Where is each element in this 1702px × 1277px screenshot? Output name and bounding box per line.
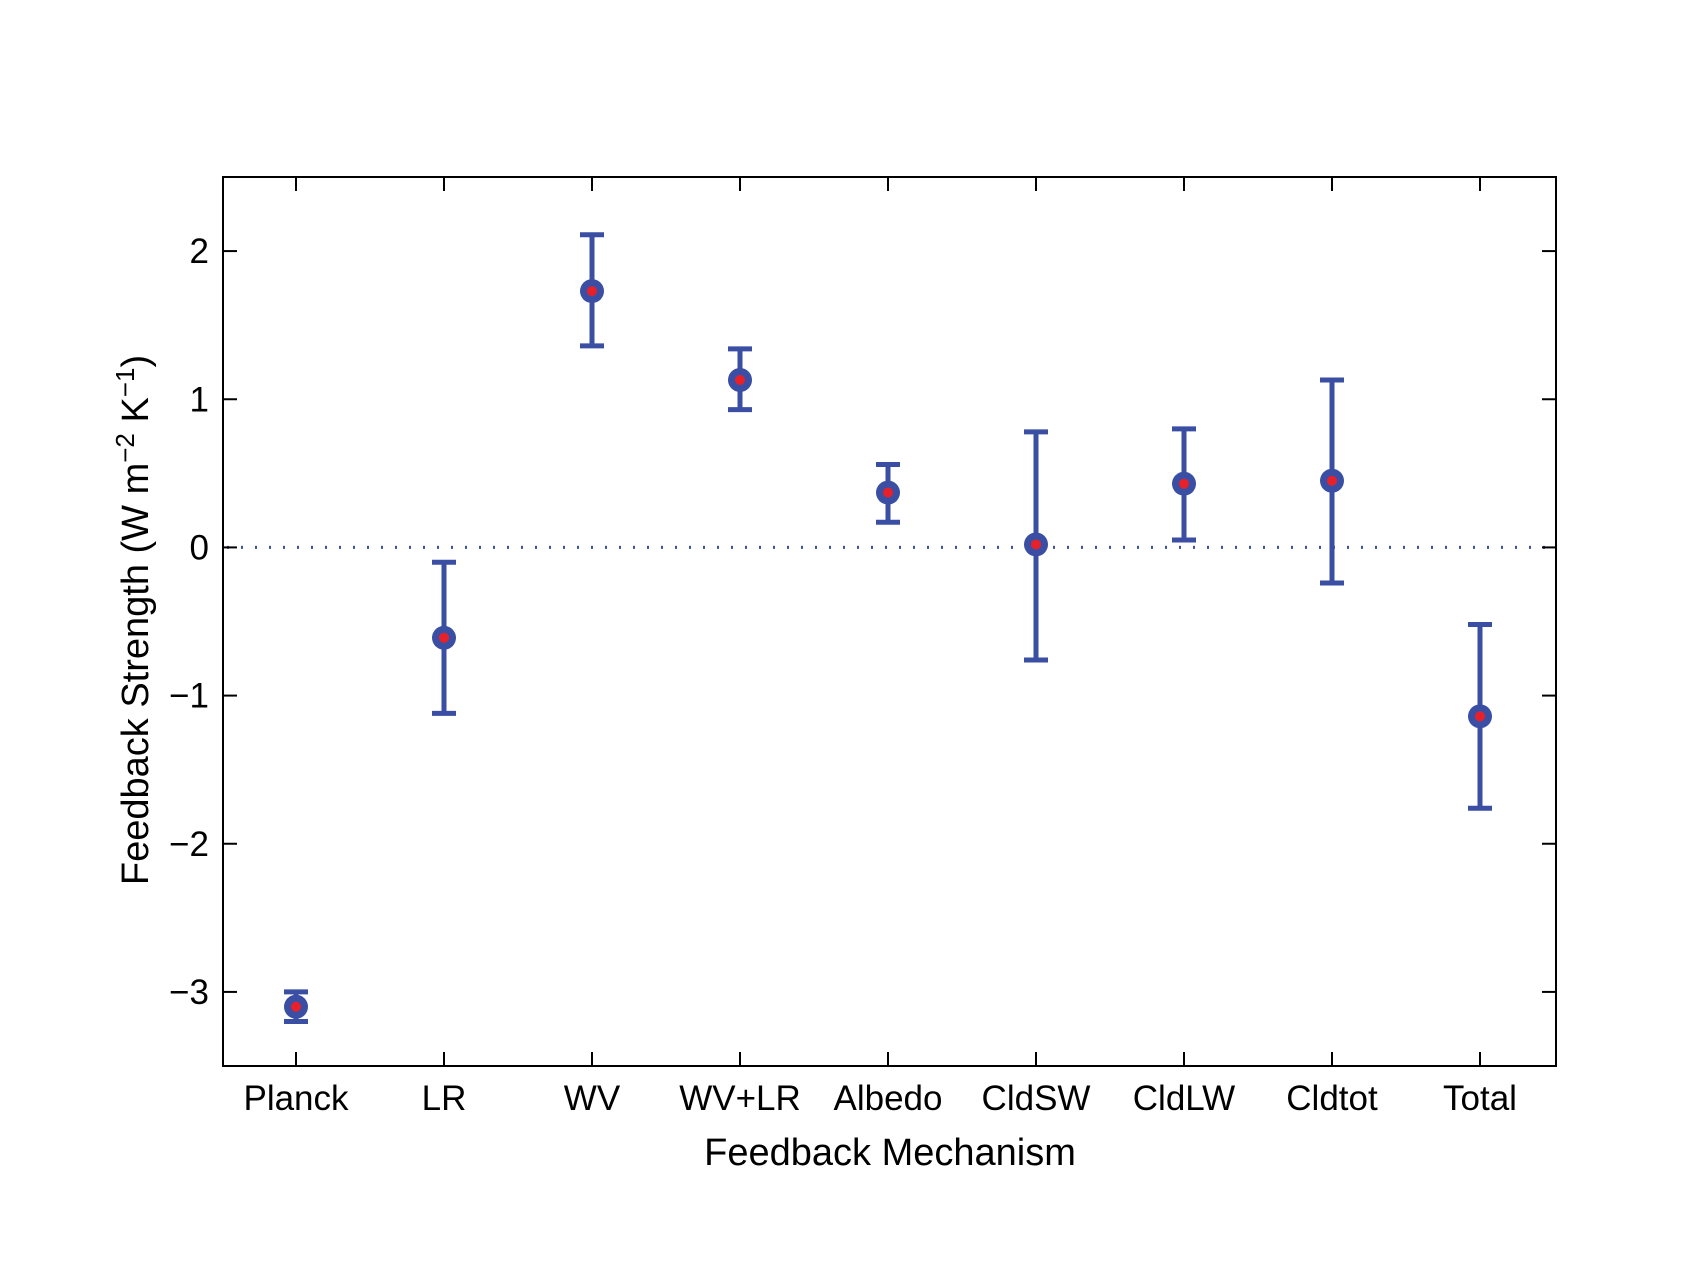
x-tick-label: Albedo [834,1079,943,1118]
data-point-center [883,487,893,498]
data-point-center [1179,478,1189,489]
data-point-center [439,632,449,643]
y-axis-title-end: ) [115,355,157,368]
y-tick-label: 1 [190,380,209,419]
y-axis-title-mid: K [115,397,157,433]
x-tick-label: Planck [243,1079,349,1118]
y-axis-title: Feedback Strength (W m−2 K−1) [110,355,157,885]
y-tick-labels: −3 −2 −1 0 1 2 [169,232,209,1012]
x-tick-label: CldLW [1133,1079,1235,1118]
y-tick-label: 0 [190,528,209,567]
y-tick-label: −3 [169,973,209,1012]
y-axis-title-base: Feedback Strength (W m [115,463,157,885]
x-axis-title: Feedback Mechanism [704,1132,1076,1174]
data-point-group [1468,621,1492,811]
x-tick-label: LR [422,1079,467,1118]
data-points [284,232,1492,1025]
data-point-group [1172,426,1196,543]
data-point-group [728,346,752,413]
y-tick-label: −1 [169,677,209,716]
data-point-group [284,989,308,1025]
x-tick-label: Cldtot [1286,1079,1378,1118]
data-point-group [1320,377,1344,586]
axis-ticks [223,177,1556,1066]
x-tick-label: WV [564,1079,621,1118]
data-point-center [291,1001,301,1012]
y-tick-label: 2 [190,232,209,271]
x-tick-label: WV+LR [679,1079,801,1118]
data-point-center [587,286,597,297]
data-point-group [876,461,900,525]
y-axis-title-exp1: −2 [110,433,140,463]
data-point-group [432,559,456,716]
data-point-center [1327,475,1337,486]
data-point-center [735,374,745,385]
data-point-center [1031,539,1041,550]
y-axis-title-exp2: −1 [110,368,140,398]
data-point-group [1024,429,1048,663]
x-tick-label: Total [1443,1079,1517,1118]
plot-frame [222,176,1557,1067]
data-point-center [1475,711,1485,722]
x-tick-label: CldSW [982,1079,1091,1118]
y-tick-label: −2 [169,825,209,864]
x-tick-labels: Planck LR WV WV+LR Albedo CldSW CldLW Cldtot Tot… [243,1079,1517,1118]
data-point-group [580,232,604,349]
